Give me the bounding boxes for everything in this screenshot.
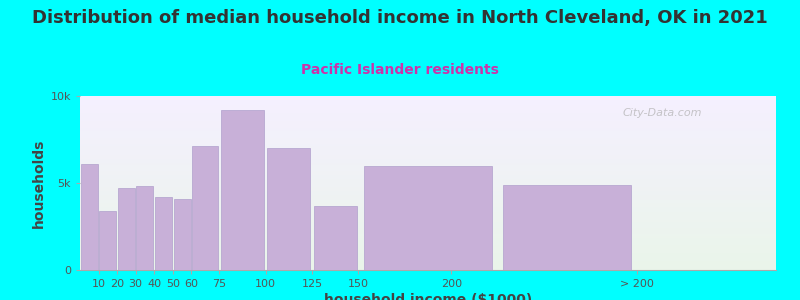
Bar — [221, 110, 264, 270]
X-axis label: household income ($1000): household income ($1000) — [324, 293, 532, 300]
Bar — [314, 206, 357, 270]
Text: Pacific Islander residents: Pacific Islander residents — [301, 63, 499, 77]
Bar — [267, 148, 310, 270]
Bar — [193, 146, 218, 270]
Bar — [174, 199, 190, 270]
Bar — [137, 187, 154, 270]
Bar — [99, 211, 116, 270]
Text: City-Data.com: City-Data.com — [623, 108, 702, 118]
Bar — [364, 166, 492, 270]
Y-axis label: households: households — [32, 138, 46, 228]
Bar — [118, 188, 135, 270]
Bar — [81, 164, 98, 270]
Text: Distribution of median household income in North Cleveland, OK in 2021: Distribution of median household income … — [32, 9, 768, 27]
Bar — [503, 185, 631, 270]
Bar — [155, 197, 172, 270]
